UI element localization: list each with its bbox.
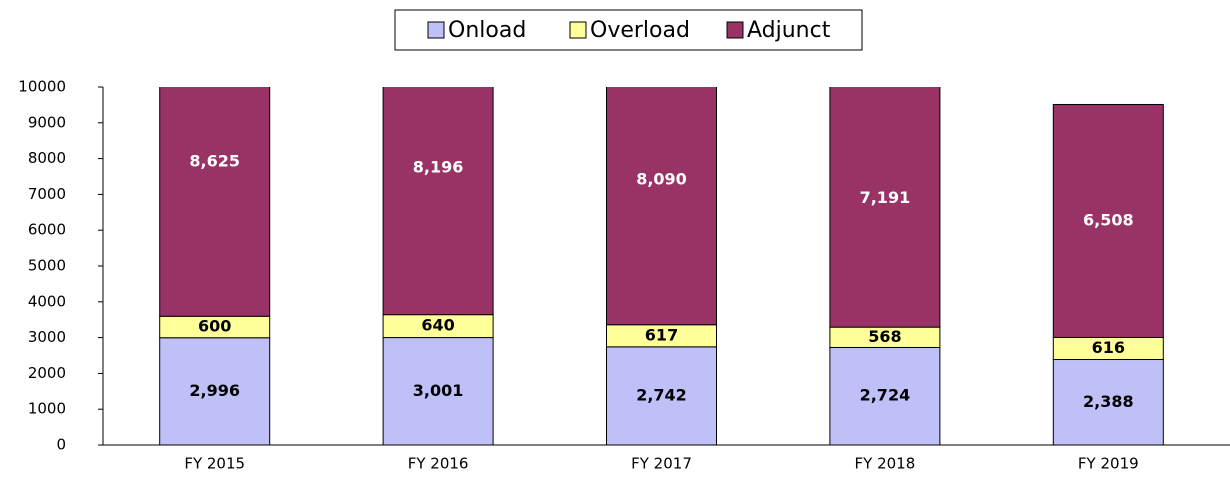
x-tick-label: FY 2017 xyxy=(631,455,692,473)
y-tick-label: 1000 xyxy=(28,400,66,418)
legend-label: Overload xyxy=(590,18,690,43)
x-tick-label: FY 2015 xyxy=(184,455,245,473)
x-tick-label: FY 2018 xyxy=(855,455,916,473)
y-tick-label: 7000 xyxy=(28,185,66,203)
legend-swatch xyxy=(569,21,587,39)
value-label: 640 xyxy=(421,316,454,335)
value-label: 7,191 xyxy=(860,188,911,207)
value-label: 616 xyxy=(1092,338,1125,357)
y-tick-label: 9000 xyxy=(28,113,66,131)
legend-label: Onload xyxy=(448,18,526,43)
bar-segment xyxy=(1052,103,1164,338)
value-label: 2,742 xyxy=(636,385,687,404)
value-label: 2,388 xyxy=(1083,392,1134,411)
value-label: 8,090 xyxy=(636,169,687,188)
bar-segment xyxy=(159,337,271,446)
x-tick-label: FY 2016 xyxy=(408,455,469,473)
y-tick-label: 10000 xyxy=(18,78,66,96)
x-tick-label: FY 2019 xyxy=(1078,455,1139,473)
value-label: 600 xyxy=(198,317,231,336)
y-tick-label: 4000 xyxy=(28,292,66,310)
value-label: 8,625 xyxy=(189,151,240,170)
plot-area xyxy=(159,87,1164,446)
bar-segment xyxy=(159,87,271,317)
value-label: 2,724 xyxy=(860,386,911,405)
y-tick-label: 0 xyxy=(56,436,66,454)
bar-segment xyxy=(382,87,494,316)
bar-segment xyxy=(829,87,941,328)
bar-segment xyxy=(829,346,941,446)
bar-segment xyxy=(382,337,494,446)
y-tick-label: 5000 xyxy=(28,257,66,275)
legend-label: Adjunct xyxy=(747,18,831,43)
bar-segment xyxy=(606,346,717,446)
bar-segment xyxy=(606,87,717,326)
legend-box xyxy=(394,9,863,51)
y-tick-label: 6000 xyxy=(28,221,66,239)
value-label: 617 xyxy=(645,325,678,344)
value-label: 6,508 xyxy=(1083,210,1134,229)
bar-segment xyxy=(1052,359,1164,446)
y-tick-label: 8000 xyxy=(28,149,66,167)
legend-swatch xyxy=(427,21,445,39)
y-tick-label: 3000 xyxy=(28,328,66,346)
value-label: 3,001 xyxy=(413,381,464,400)
y-tick-label: 2000 xyxy=(28,364,66,382)
legend-swatch xyxy=(726,21,744,39)
value-label: 568 xyxy=(868,327,901,346)
value-label: 2,996 xyxy=(189,381,240,400)
value-label: 8,196 xyxy=(413,157,464,176)
